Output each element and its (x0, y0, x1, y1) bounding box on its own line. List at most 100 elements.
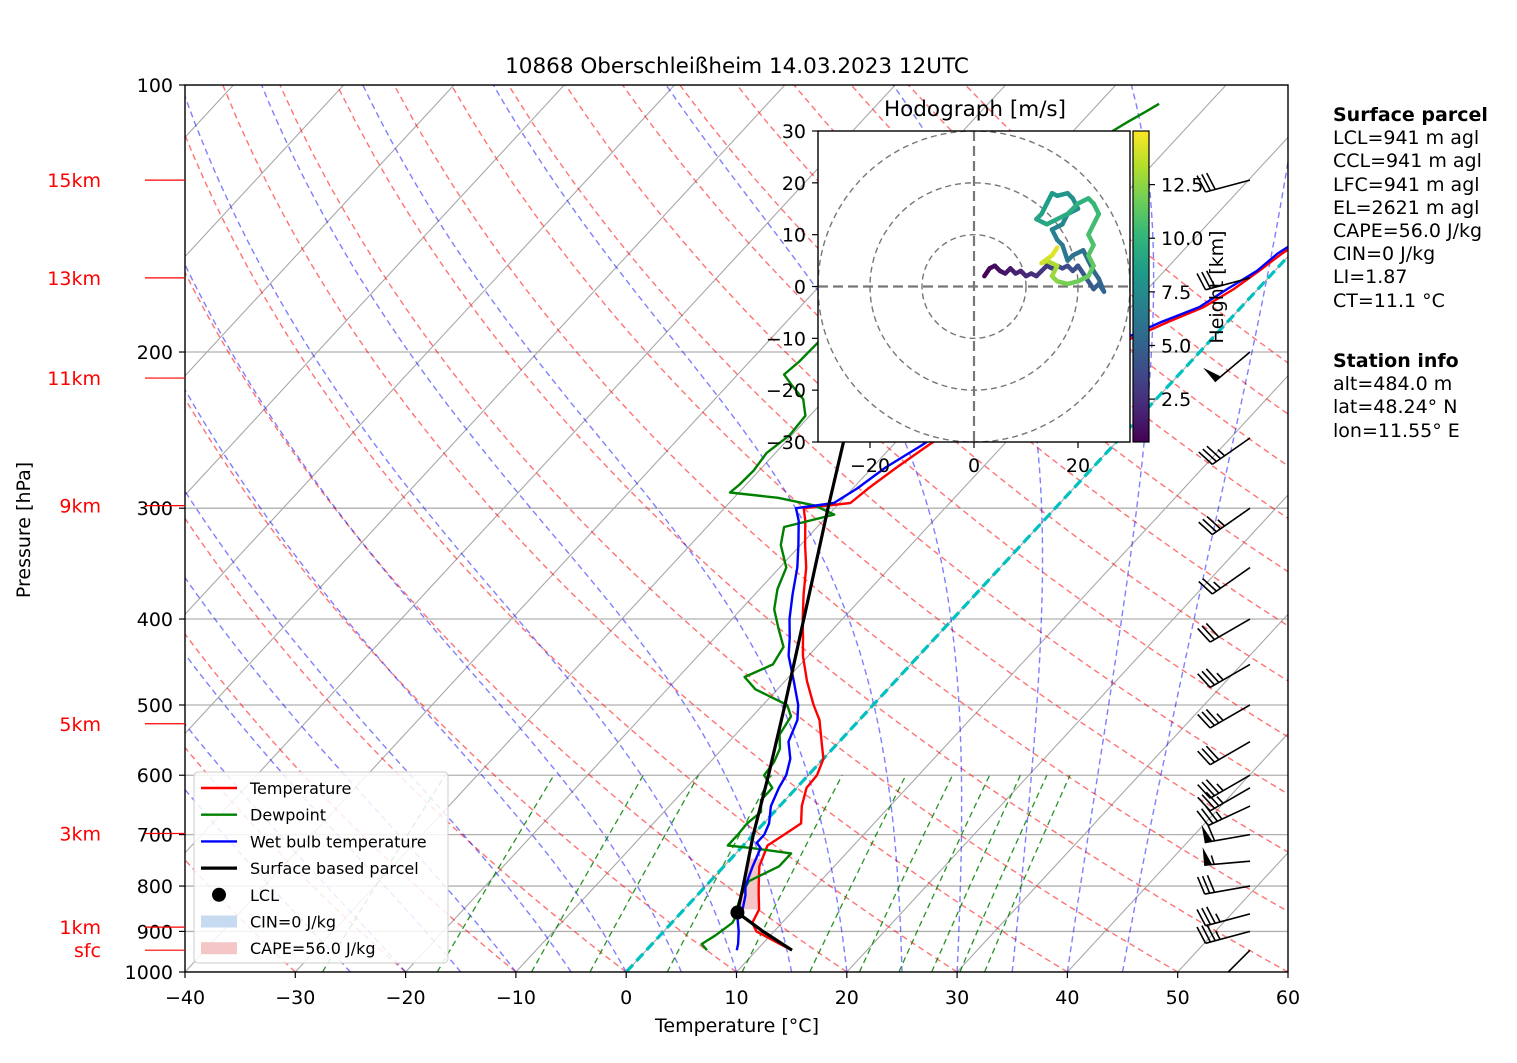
barb-staff (1210, 705, 1250, 728)
colorbar-tick-label: 5.0 (1161, 335, 1191, 357)
mixing-ratio-line (985, 775, 1070, 972)
p-tick-label: 800 (137, 876, 173, 898)
hodograph-y-tick-label: −10 (766, 328, 806, 350)
barb-half (1217, 797, 1223, 804)
x-tick-label: 20 (835, 987, 859, 1009)
station-info-header: Station info (1333, 350, 1460, 373)
x-tick-label: −10 (496, 987, 536, 1009)
colorbar (1133, 131, 1149, 442)
wind-barb (1198, 875, 1250, 894)
lcl-marker (730, 906, 744, 920)
p-tick-label: 700 (137, 825, 173, 847)
legend-label: Temperature (249, 779, 351, 798)
wind-barb (1198, 619, 1250, 642)
x-tick-label: −40 (165, 987, 205, 1009)
hodograph-y-tick-label: −30 (766, 432, 806, 454)
barb-full (1197, 811, 1208, 826)
wind-barb (1197, 173, 1250, 192)
hodograph-x-tick-label: 0 (968, 455, 980, 477)
barb-staff (1210, 619, 1250, 642)
colorbar-tick-label: 12.5 (1161, 175, 1203, 197)
mixing-ratio-line (960, 775, 1047, 972)
barb-half (1218, 450, 1225, 456)
y-axis-label: Pressure [hPa] (13, 462, 35, 598)
p-tick-label: 900 (137, 921, 173, 943)
surface-parcel-cin: CIN=0 J/kg (1333, 243, 1488, 266)
barb-half (1216, 812, 1222, 819)
barb-staff (1206, 931, 1250, 943)
p-tick-label: 1000 (125, 962, 173, 984)
legend-swatch (201, 916, 237, 928)
colorbar-tick-label: 2.5 (1161, 389, 1191, 411)
barb-staff (1210, 742, 1250, 765)
surface-parcel-lfc: LFC=941 m agl (1333, 174, 1488, 197)
hodograph-x-tick-label: 20 (1066, 455, 1090, 477)
wind-barb (1199, 438, 1250, 464)
surface-parcel-el: EL=2621 m agl (1333, 197, 1488, 220)
surface-parcel-panel: Surface parcel LCL=941 m agl CCL=941 m a… (1333, 104, 1488, 313)
legend-label: Surface based parcel (250, 859, 419, 878)
barb-staff (1212, 568, 1250, 594)
p-tick-label: 600 (137, 765, 173, 787)
legend-label: Dewpoint (250, 806, 326, 825)
x-tick-label: −30 (275, 987, 315, 1009)
barb-half (1211, 856, 1214, 865)
legend-swatch (212, 888, 226, 902)
barb-staff (1210, 664, 1250, 687)
station-info-lat: lat=48.24° N (1333, 396, 1460, 419)
height-label: 5km (59, 714, 101, 736)
barb-half (1217, 714, 1223, 721)
hodograph-y-tick-label: 30 (782, 121, 806, 143)
barb-staff (1206, 914, 1250, 926)
barb-flag (1203, 847, 1213, 865)
barb-full (1202, 671, 1214, 685)
barb-staff (1217, 950, 1250, 983)
barb-staff (1212, 508, 1250, 534)
barb-full (1206, 709, 1218, 723)
hodograph-x-tick-label: −20 (850, 455, 890, 477)
mixing-ratio-line (532, 775, 644, 972)
legend-swatch (201, 942, 237, 954)
wind-barb (1202, 824, 1250, 843)
barb-full (1202, 712, 1214, 726)
wind-barb (1198, 788, 1250, 811)
height-label: 9km (59, 496, 101, 518)
legend-label: CIN=0 J/kg (250, 913, 336, 932)
wind-barb (1198, 742, 1250, 765)
station-info-panel: Station info alt=484.0 m lat=48.24° N lo… (1333, 350, 1460, 443)
height-label: 15km (47, 170, 101, 192)
barb-full (1206, 669, 1218, 683)
barb-staff (1210, 775, 1250, 798)
x-tick-label: 10 (724, 987, 748, 1009)
colorbar-tick-label: 7.5 (1161, 282, 1191, 304)
barb-half (1217, 784, 1223, 791)
station-info-alt: alt=484.0 m (1333, 373, 1460, 396)
colorbar-label: Height [km] (1206, 230, 1228, 343)
barb-half (1217, 673, 1223, 680)
isotherm-line (0, 85, 13, 972)
height-label: 11km (47, 368, 101, 390)
barb-full (1206, 623, 1218, 637)
height-label: sfc (74, 940, 101, 962)
legend-label: CAPE=56.0 J/kg (250, 939, 376, 958)
wind-barb (1203, 352, 1250, 382)
surface-parcel-cape: CAPE=56.0 J/kg (1333, 220, 1488, 243)
p-tick-label: 300 (137, 498, 173, 520)
barb-half (1216, 914, 1220, 922)
colorbar-tick-label: 10.0 (1161, 228, 1203, 250)
surface-parcel-lcl: LCL=941 m agl (1333, 127, 1488, 150)
hodograph-y-tick-label: 20 (782, 173, 806, 195)
wind-barb (1199, 508, 1250, 534)
hodograph-y-tick-label: −20 (766, 380, 806, 402)
x-tick-label: 60 (1276, 987, 1300, 1009)
barb-full (1202, 749, 1214, 763)
hodograph-title: Hodograph [m/s] (884, 97, 1066, 122)
x-axis-label: Temperature [°C] (654, 1015, 819, 1037)
height-label: 3km (59, 823, 101, 845)
surface-parcel-ccl: CCL=941 m agl (1333, 150, 1488, 173)
surface-parcel-header: Surface parcel (1333, 104, 1488, 127)
barb-full (1206, 780, 1218, 794)
